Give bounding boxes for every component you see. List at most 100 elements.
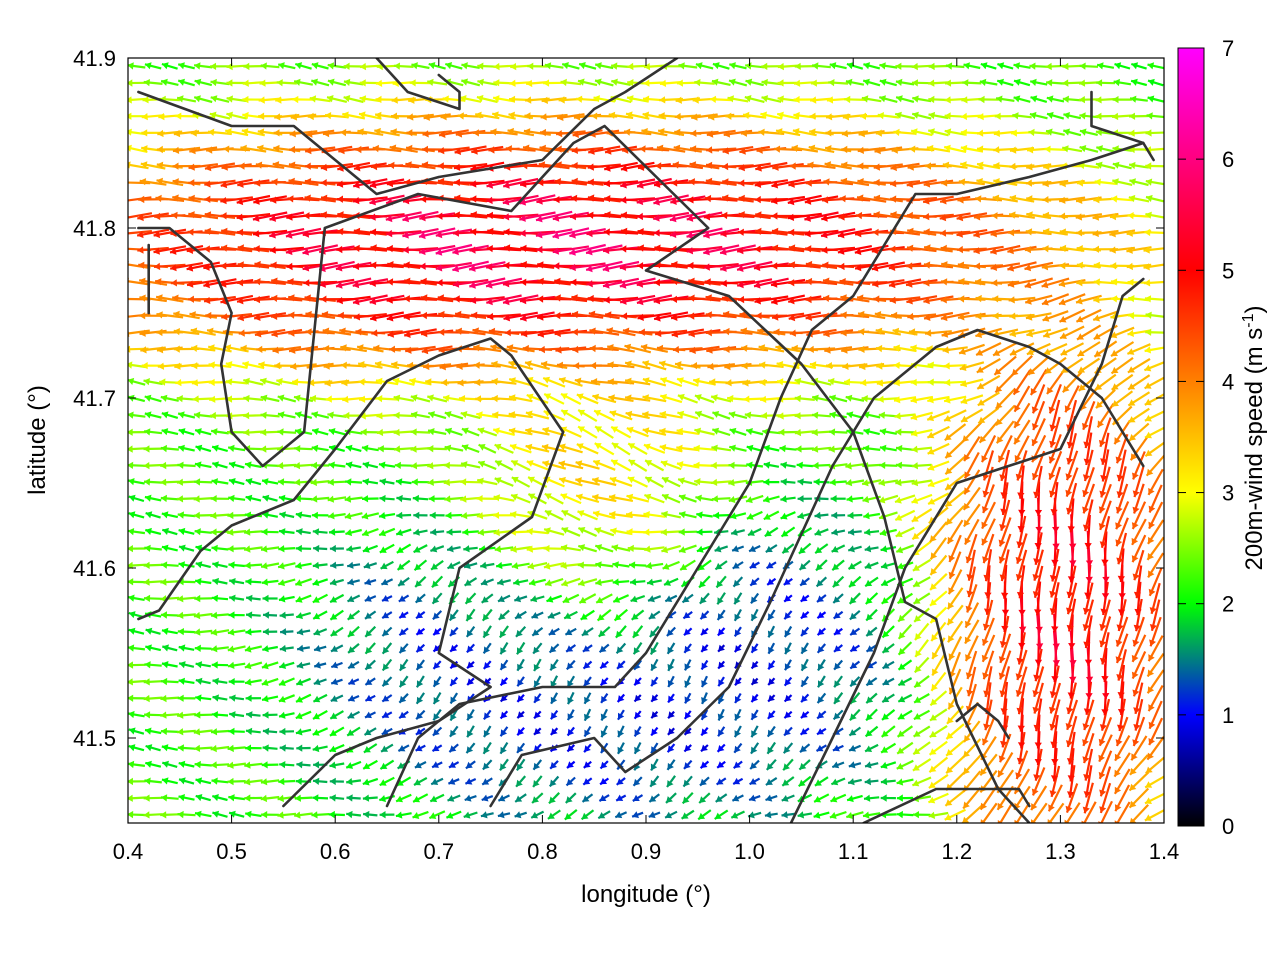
wind-arrow: [207, 128, 232, 136]
wind-arrow: [304, 146, 336, 155]
wind-arrow: [411, 62, 430, 70]
wind-arrow: [940, 311, 970, 322]
wind-arrow: [516, 710, 525, 719]
wind-arrow: [1045, 62, 1066, 71]
wind-arrow: [143, 561, 163, 569]
wind-arrow: [195, 661, 211, 669]
wind-arrow: [482, 759, 493, 771]
wind-arrow: [612, 594, 630, 603]
wind-arrow: [294, 411, 313, 419]
wind-arrow: [353, 162, 387, 172]
wind-arrow: [845, 462, 865, 470]
wind-arrow: [542, 460, 567, 470]
wind-arrow: [172, 194, 201, 203]
wind-arrow: [143, 811, 163, 819]
wind-arrow: [1127, 329, 1151, 337]
wind-arrow: [849, 644, 860, 653]
wind-arrow: [981, 634, 996, 663]
wind-arrow: [679, 559, 696, 571]
wind-arrow: [1131, 651, 1147, 680]
wind-arrow: [464, 778, 477, 785]
wind-arrow: [435, 243, 473, 256]
wind-arrow: [278, 545, 296, 553]
wind-arrow: [486, 196, 522, 205]
wind-arrow: [636, 294, 673, 306]
wind-arrow: [463, 562, 478, 569]
colorbar-tick-label: 7: [1222, 36, 1234, 61]
wind-arrow: [427, 428, 447, 436]
wind-arrow: [1100, 449, 1110, 482]
wind-arrow: [228, 478, 245, 486]
wind-arrow: [905, 279, 938, 288]
wind-arrow: [747, 527, 762, 537]
wind-arrow: [228, 794, 246, 802]
wind-arrow: [1078, 79, 1099, 87]
wind-arrow: [755, 211, 788, 219]
wind-arrow: [615, 794, 627, 802]
wind-arrow: [598, 794, 610, 802]
wind-arrow: [177, 611, 196, 619]
wind-arrow: [577, 578, 598, 587]
wind-arrow: [663, 577, 679, 586]
wind-arrow: [927, 395, 950, 404]
wind-arrow: [678, 511, 697, 519]
wind-arrow: [564, 809, 578, 821]
wind-arrow: [912, 576, 931, 588]
wind-arrow: [1110, 195, 1134, 203]
wind-arrow: [460, 411, 481, 420]
wind-arrow: [145, 527, 162, 535]
wind-arrow: [1127, 212, 1151, 220]
wind-arrow: [378, 512, 396, 520]
wind-arrow: [633, 710, 642, 720]
wind-arrow: [381, 611, 393, 620]
wind-arrow: [531, 611, 544, 619]
wind-arrow: [704, 194, 738, 203]
wind-arrow: [997, 435, 1013, 463]
wind-arrow: [211, 611, 229, 619]
wind-arrow: [362, 478, 379, 486]
wind-arrow: [492, 95, 516, 103]
wind-arrow: [398, 693, 409, 704]
wind-arrow: [296, 528, 311, 536]
wind-arrow: [1132, 466, 1145, 498]
wind-arrow: [642, 411, 667, 419]
wind-arrow: [688, 294, 721, 302]
wind-arrow: [616, 660, 626, 670]
wind-arrow: [796, 461, 813, 469]
wind-arrow: [865, 626, 878, 637]
wind-arrow: [454, 145, 487, 155]
wind-arrow: [412, 810, 429, 819]
wind-arrow: [447, 794, 461, 802]
wind-arrow: [379, 776, 395, 787]
wind-arrow: [396, 559, 411, 571]
wind-arrow: [278, 677, 295, 686]
wind-arrow: [261, 677, 279, 686]
wind-arrow: [143, 445, 163, 453]
wind-arrow: [287, 195, 320, 203]
wind-arrow: [280, 628, 294, 636]
wind-arrow: [895, 461, 915, 469]
wind-arrow: [978, 95, 999, 104]
wind-arrow: [1066, 598, 1077, 632]
wind-arrow: [262, 594, 278, 603]
wind-arrow: [939, 212, 971, 222]
wind-arrow: [1015, 450, 1028, 481]
wind-arrow: [632, 625, 644, 639]
wind-arrow: [864, 545, 879, 553]
wind-arrow: [1083, 416, 1093, 449]
wind-arrow: [403, 328, 437, 338]
wind-arrow: [193, 611, 213, 620]
wind-arrow: [619, 294, 656, 305]
wind-arrow: [153, 262, 186, 271]
wind-arrow: [243, 412, 264, 420]
wind-arrow: [556, 113, 585, 121]
wind-arrow: [502, 294, 539, 306]
wind-arrow: [669, 210, 706, 223]
wind-arrow: [1109, 326, 1135, 339]
wind-arrow: [923, 295, 954, 305]
wind-arrow: [465, 625, 476, 638]
wind-arrow: [245, 578, 262, 586]
wind-arrow: [1032, 565, 1044, 598]
wind-arrow: [966, 566, 976, 598]
wind-arrow: [313, 661, 327, 669]
